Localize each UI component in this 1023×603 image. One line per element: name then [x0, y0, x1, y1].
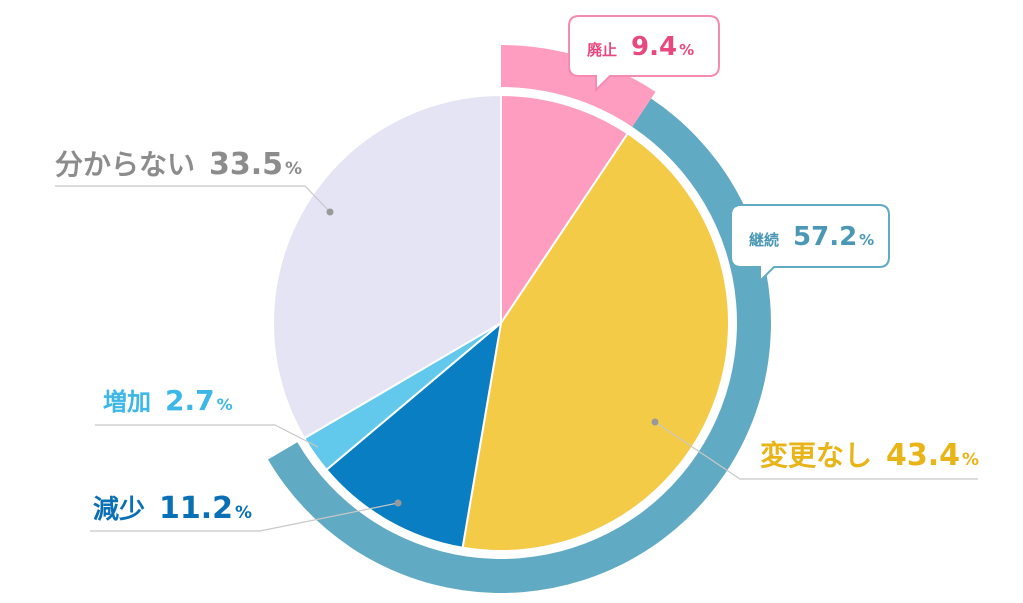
decrease-leader	[90, 502, 399, 532]
label-dontknow: 分からない 33.5%	[55, 147, 302, 182]
pie-slice-1	[461, 132, 731, 552]
label-layer: 分からない 33.5 %変更なし 43.4 %増加 2.7 %減少 11.2 %廃止 9.4 %継続…	[55, 15, 979, 526]
label-nochange-label: 変更なし	[760, 439, 872, 472]
callout-abolish-frame	[568, 15, 720, 93]
callout-abolish-text: 廃止 9.4%	[587, 32, 694, 62]
label-dontknow-value: 33.5	[209, 147, 283, 182]
decrease-dot	[394, 499, 402, 507]
callout-continue: 継続 57.2%	[730, 204, 890, 284]
callout-continue-unit: %	[859, 231, 874, 249]
label-increase: 増加 2.7%	[103, 384, 233, 417]
label-decrease: 減少 11.2%	[93, 491, 252, 526]
callout-continue-text: 継続 57.2%	[749, 222, 874, 252]
leader-line-layer	[55, 185, 978, 532]
outer-ring-abolish	[501, 45, 656, 127]
callout-continue-label: 継続	[749, 231, 779, 249]
label-increase-label: 増加	[103, 388, 151, 416]
label-nochange-value: 43.4	[886, 438, 960, 473]
label-decrease-value: 11.2	[159, 491, 233, 526]
callout-continue-frame	[730, 204, 890, 284]
callout-abolish-unit: %	[679, 41, 694, 59]
label-increase-value: 2.7	[165, 384, 215, 417]
outer-ring-layer	[268, 45, 771, 593]
dontknow-dot	[326, 208, 334, 216]
label-decrease-label: 減少	[93, 495, 145, 525]
nochange-leader	[654, 421, 978, 480]
label-dontknow-label: 分からない	[55, 148, 195, 181]
pie-slice-2	[325, 320, 503, 549]
callout-continue-value: 57.2	[793, 222, 857, 252]
callout-abolish: 廃止 9.4%	[568, 15, 720, 93]
pie-slice-4	[272, 93, 502, 440]
label-nochange: 変更なし 43.4%	[760, 438, 979, 473]
callout-abolish-value: 9.4	[631, 32, 677, 62]
nochange-dot	[651, 418, 659, 426]
label-dontknow-unit: %	[285, 159, 302, 179]
label-increase-unit: %	[217, 395, 233, 414]
slice-layer	[272, 93, 731, 552]
dontknow-leader	[55, 185, 331, 213]
increase-leader	[95, 424, 319, 448]
label-nochange-unit: %	[962, 450, 979, 470]
pie-slice-0	[500, 93, 630, 327]
label-decrease-unit: %	[235, 503, 252, 523]
callout-abolish-label: 廃止	[587, 41, 617, 59]
